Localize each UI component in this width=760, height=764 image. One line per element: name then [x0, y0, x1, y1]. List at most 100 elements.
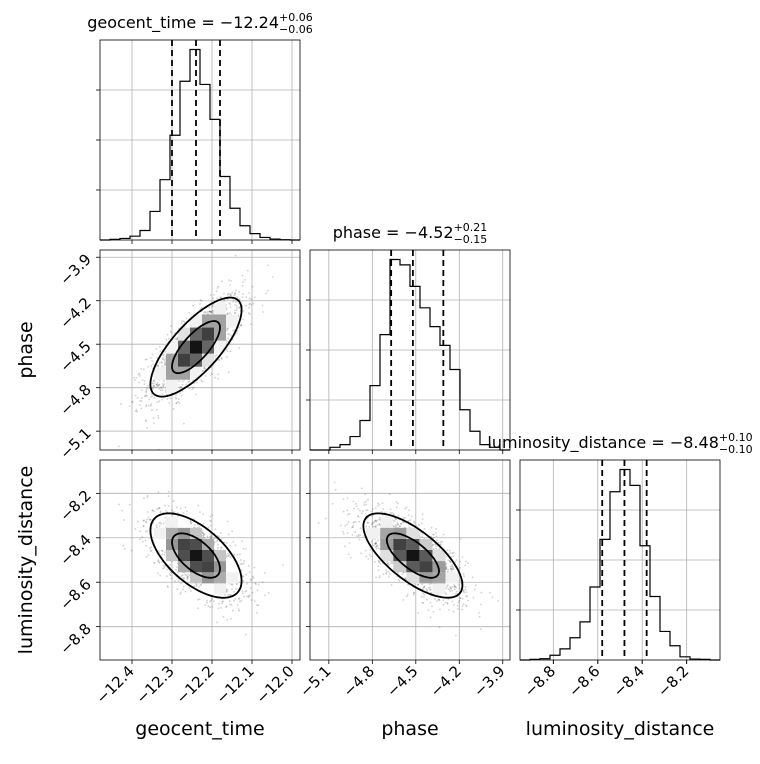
sample-point — [377, 539, 379, 542]
sample-point — [161, 561, 164, 563]
sample-point — [375, 541, 377, 543]
sample-point — [351, 533, 354, 536]
sample-point — [358, 538, 361, 541]
sample-point — [435, 539, 438, 542]
sample-point — [467, 599, 470, 602]
sample-point — [364, 493, 367, 496]
sample-point — [413, 592, 415, 594]
sample-point — [452, 610, 455, 613]
sample-point — [346, 513, 349, 516]
sample-point — [227, 333, 229, 336]
sample-point — [257, 604, 260, 607]
sample-point — [242, 281, 245, 284]
sample-point — [422, 586, 425, 589]
sample-point — [131, 401, 134, 404]
sample-point — [228, 600, 231, 602]
sample-point — [417, 612, 420, 615]
hist-title-plus-luminosity_distance: +0.10 — [719, 431, 753, 444]
sample-point — [149, 519, 151, 521]
sample-point — [204, 375, 207, 377]
sample-point — [438, 608, 441, 611]
sample-point — [241, 540, 243, 543]
sample-point — [211, 514, 214, 517]
sample-point — [150, 549, 153, 552]
sample-point — [209, 515, 212, 518]
panel-luminosity_distance-vs-phase — [309, 459, 511, 661]
sample-point — [175, 568, 177, 571]
sample-point — [245, 589, 248, 592]
hist-title-main-geocent_time: geocent_time = −12.24 — [87, 13, 279, 33]
sample-point — [231, 583, 234, 586]
sample-point — [421, 518, 424, 521]
sample-point — [368, 553, 371, 556]
sample-point — [253, 566, 256, 569]
histogram-phase — [310, 258, 510, 451]
sample-point — [385, 560, 388, 563]
sample-point — [195, 583, 198, 586]
sample-point — [188, 311, 191, 314]
sample-point — [374, 507, 377, 510]
sample-point — [248, 297, 251, 300]
sample-point — [445, 565, 448, 568]
sample-point — [206, 311, 209, 313]
sample-point — [121, 509, 123, 512]
sample-point — [200, 306, 203, 309]
sample-point — [423, 527, 426, 530]
sample-point — [371, 508, 374, 510]
sample-point — [242, 562, 245, 565]
sample-point — [449, 551, 452, 554]
density-cell — [178, 561, 190, 573]
sample-point — [432, 610, 435, 613]
sample-point — [199, 302, 201, 305]
histogram-geocent_time — [100, 48, 300, 241]
sample-point — [161, 393, 164, 395]
density-cell — [202, 538, 214, 550]
density-cell — [190, 353, 202, 367]
sample-point — [162, 384, 165, 387]
sample-point — [231, 291, 234, 294]
sample-point — [377, 502, 380, 505]
sample-point — [151, 509, 154, 512]
sample-point — [212, 310, 215, 312]
hist-title-minus-luminosity_distance: −0.10 — [719, 443, 753, 456]
sample-point — [400, 522, 403, 525]
sample-point — [227, 594, 230, 596]
sample-point — [155, 347, 158, 350]
sample-point — [157, 384, 160, 387]
sample-point — [465, 605, 468, 608]
sample-point — [168, 401, 171, 404]
contour-1-0 — [171, 532, 221, 579]
sample-point — [464, 586, 467, 588]
sample-point — [202, 534, 205, 536]
sample-point — [242, 547, 245, 550]
sample-point — [359, 534, 362, 537]
sample-point — [445, 592, 447, 594]
sample-point — [409, 519, 412, 521]
sample-point — [211, 605, 214, 608]
sample-point — [120, 403, 122, 405]
sample-point — [241, 284, 244, 287]
sample-point — [159, 350, 162, 353]
sample-point — [148, 398, 151, 401]
sample-point — [418, 524, 420, 526]
density-cell — [380, 550, 394, 562]
sample-point — [241, 296, 244, 298]
sample-point — [226, 590, 228, 593]
sample-point — [255, 583, 257, 585]
sample-point — [429, 586, 432, 589]
sample-point — [253, 600, 256, 603]
sample-point — [247, 596, 250, 599]
sample-point — [445, 566, 448, 569]
sample-point — [401, 573, 404, 576]
sample-point — [210, 311, 213, 314]
sample-point — [428, 583, 431, 586]
sample-point — [222, 600, 224, 603]
sample-point — [236, 603, 239, 606]
sample-point — [153, 385, 156, 388]
sample-point — [169, 573, 171, 576]
sample-point — [156, 401, 159, 403]
sample-point — [236, 332, 238, 334]
sample-point — [452, 555, 455, 557]
sample-point — [145, 521, 148, 523]
density-cell — [214, 314, 226, 328]
